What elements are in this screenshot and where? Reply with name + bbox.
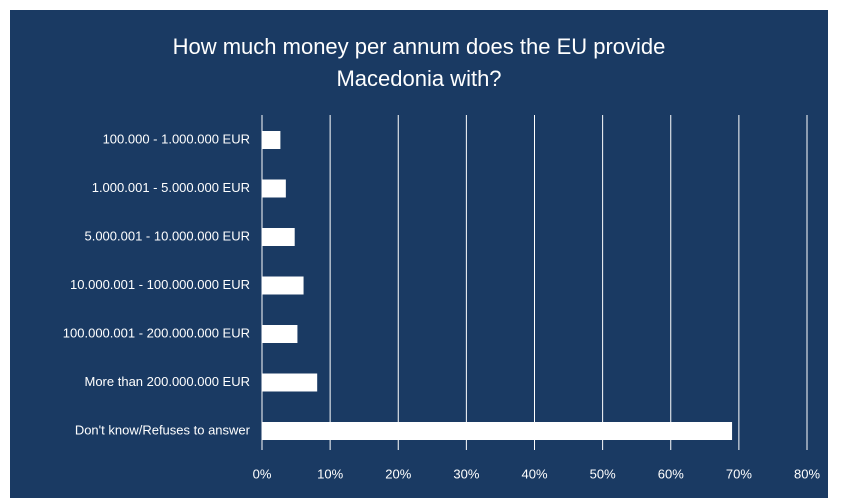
category-label-3: 10.000.001 - 100.000.000 EUR	[70, 277, 250, 292]
bar-5	[262, 373, 318, 392]
bar-chart-plot: 100.000 - 1.000.000 EUR 1.000.001 - 5.000…	[63, 115, 820, 481]
x-tick-label-30: 30%	[453, 466, 479, 481]
bar-3	[262, 276, 304, 295]
x-tick-label-50: 50%	[590, 466, 616, 481]
x-tick-label-60: 60%	[658, 466, 684, 481]
x-tick-label-80: 80%	[794, 466, 820, 481]
category-label-6: Don't know/Refuses to answer	[75, 422, 251, 437]
category-label-0: 100.000 - 1.000.000 EUR	[103, 131, 250, 146]
x-tick-label-20: 20%	[385, 466, 411, 481]
x-tick-label-70: 70%	[726, 466, 752, 481]
category-label-4: 100.000.001 - 200.000.000 EUR	[63, 325, 250, 340]
chart-title-line-1: How much money per annum does the EU pro…	[172, 34, 666, 59]
category-label-1: 1.000.001 - 5.000.000 EUR	[92, 180, 250, 195]
x-tick-label-10: 10%	[317, 466, 343, 481]
chart-title: How much money per annum does the EU pro…	[10, 31, 828, 95]
category-label-2: 5.000.001 - 10.000.000 EUR	[84, 228, 250, 243]
category-label-5: More than 200.000.000 EUR	[85, 374, 251, 389]
bar-1	[262, 179, 286, 198]
chart-container: How much money per annum does the EU pro…	[10, 10, 828, 498]
x-tick-label-0: 0%	[253, 466, 272, 481]
bar-2	[262, 228, 295, 246]
bar-4	[262, 325, 298, 343]
bar-6	[262, 422, 733, 440]
x-tick-label-40: 40%	[521, 466, 547, 481]
bar-0	[262, 131, 281, 149]
chart-title-line-2: Macedonia with?	[336, 66, 502, 91]
